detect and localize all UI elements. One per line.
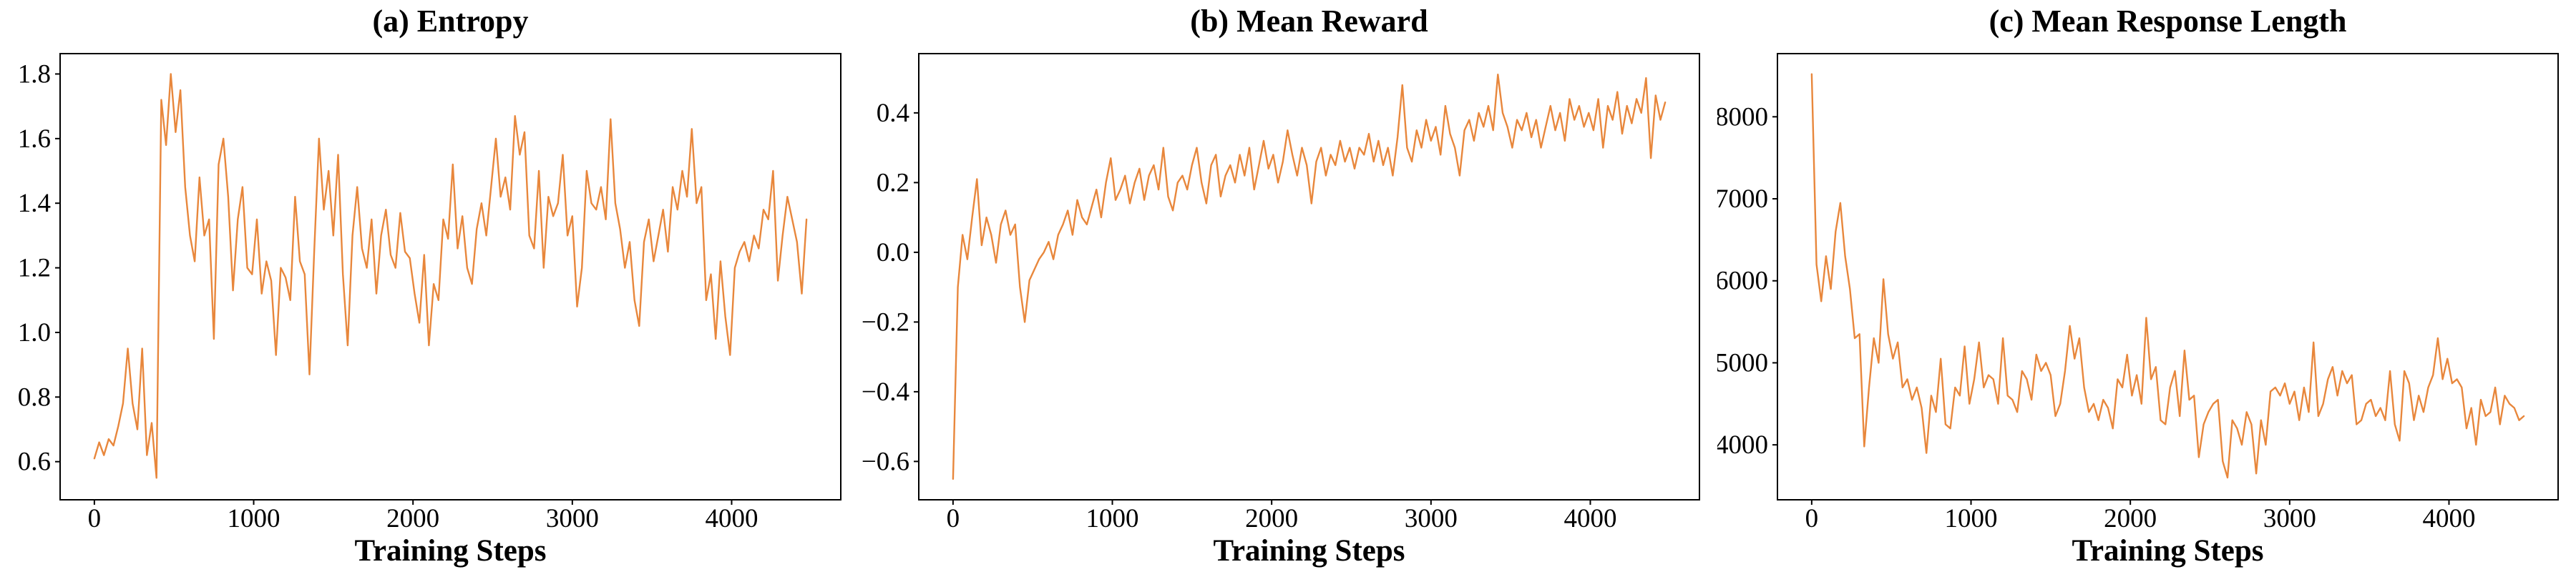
x-tick-label: 2000 [386, 504, 439, 533]
y-tick-label: 4000 [1717, 430, 1768, 460]
plot-spines [59, 53, 841, 500]
panel-entropy: 0 1000 2000 3000 4000 0.6 0.8 1.0 1.2 1.4 1.6 1.8 (… [0, 0, 859, 572]
y-tick-label: 1.8 [18, 59, 51, 89]
y-tick-label: 6000 [1717, 267, 1768, 296]
x-tick-label: 1000 [228, 504, 280, 533]
panel-mean-reward: 0 1000 2000 3000 4000 −0.6 −0.4 −0.2 0.0 0.2 0.4 (… [859, 0, 1717, 572]
x-tick-label: 2000 [2104, 504, 2157, 533]
plot-spines [1777, 53, 2559, 500]
y-tick-label: 0.0 [877, 238, 909, 267]
y-tick-label: 8000 [1717, 102, 1768, 132]
entropy-x-axis-label: Training Steps [354, 534, 547, 568]
y-tick-label: 1.0 [18, 318, 51, 347]
plot-spines [918, 53, 1700, 500]
x-tick-label: 0 [1805, 504, 1819, 533]
x-tick-label: 3000 [2263, 504, 2316, 533]
x-tick-label: 4000 [1563, 504, 1616, 533]
mean-response-length-x-axis-label: Training Steps [2072, 534, 2264, 568]
x-tick-label: 3000 [1405, 504, 1458, 533]
series-line [93, 73, 808, 479]
x-tick-label: 3000 [546, 504, 599, 533]
entropy-title: (a) Entropy [372, 4, 529, 39]
y-tick-label: 0.8 [18, 383, 51, 412]
mean-response-length-title: (c) Mean Response Length [1989, 4, 2347, 39]
series-line [1810, 73, 2525, 479]
mean-reward-x-axis-label: Training Steps [1213, 534, 1405, 568]
x-tick-label: 2000 [1245, 504, 1298, 533]
series-line [952, 74, 1667, 480]
mean-response-length-plot: 0 1000 2000 3000 4000 4000 5000 6000 7000 8000 [1717, 53, 2559, 533]
y-tick-label: 7000 [1717, 184, 1768, 214]
y-tick-label: 1.6 [18, 124, 51, 154]
mean-reward-plot: 0 1000 2000 3000 4000 −0.6 −0.4 −0.2 0.0 0.2 0.4 [862, 53, 1700, 533]
panel-mean-response-length: 0 1000 2000 3000 4000 4000 5000 6000 7000 8000 (c… [1717, 0, 2576, 572]
x-tick-label: 1000 [1945, 504, 1998, 533]
y-tick-label: 0.6 [18, 448, 51, 477]
y-tick-label: −0.4 [862, 378, 909, 407]
y-tick-label: 0.2 [877, 168, 909, 197]
x-tick-label: 0 [88, 504, 102, 533]
y-tick-label: −0.2 [862, 307, 909, 337]
y-tick-label: 1.2 [18, 254, 51, 283]
y-tick-label: −0.6 [862, 447, 909, 476]
x-tick-label: 4000 [2422, 504, 2475, 533]
x-tick-label: 4000 [705, 504, 758, 533]
y-tick-label: 0.4 [877, 99, 909, 128]
y-tick-label: 5000 [1717, 348, 1768, 378]
mean-reward-title: (b) Mean Reward [1190, 4, 1428, 39]
x-tick-label: 1000 [1086, 504, 1139, 533]
y-tick-label: 1.4 [18, 189, 51, 218]
x-tick-label: 0 [947, 504, 960, 533]
entropy-plot: 0 1000 2000 3000 4000 0.6 0.8 1.0 1.2 1.4 1.6 1.8 [18, 53, 841, 533]
